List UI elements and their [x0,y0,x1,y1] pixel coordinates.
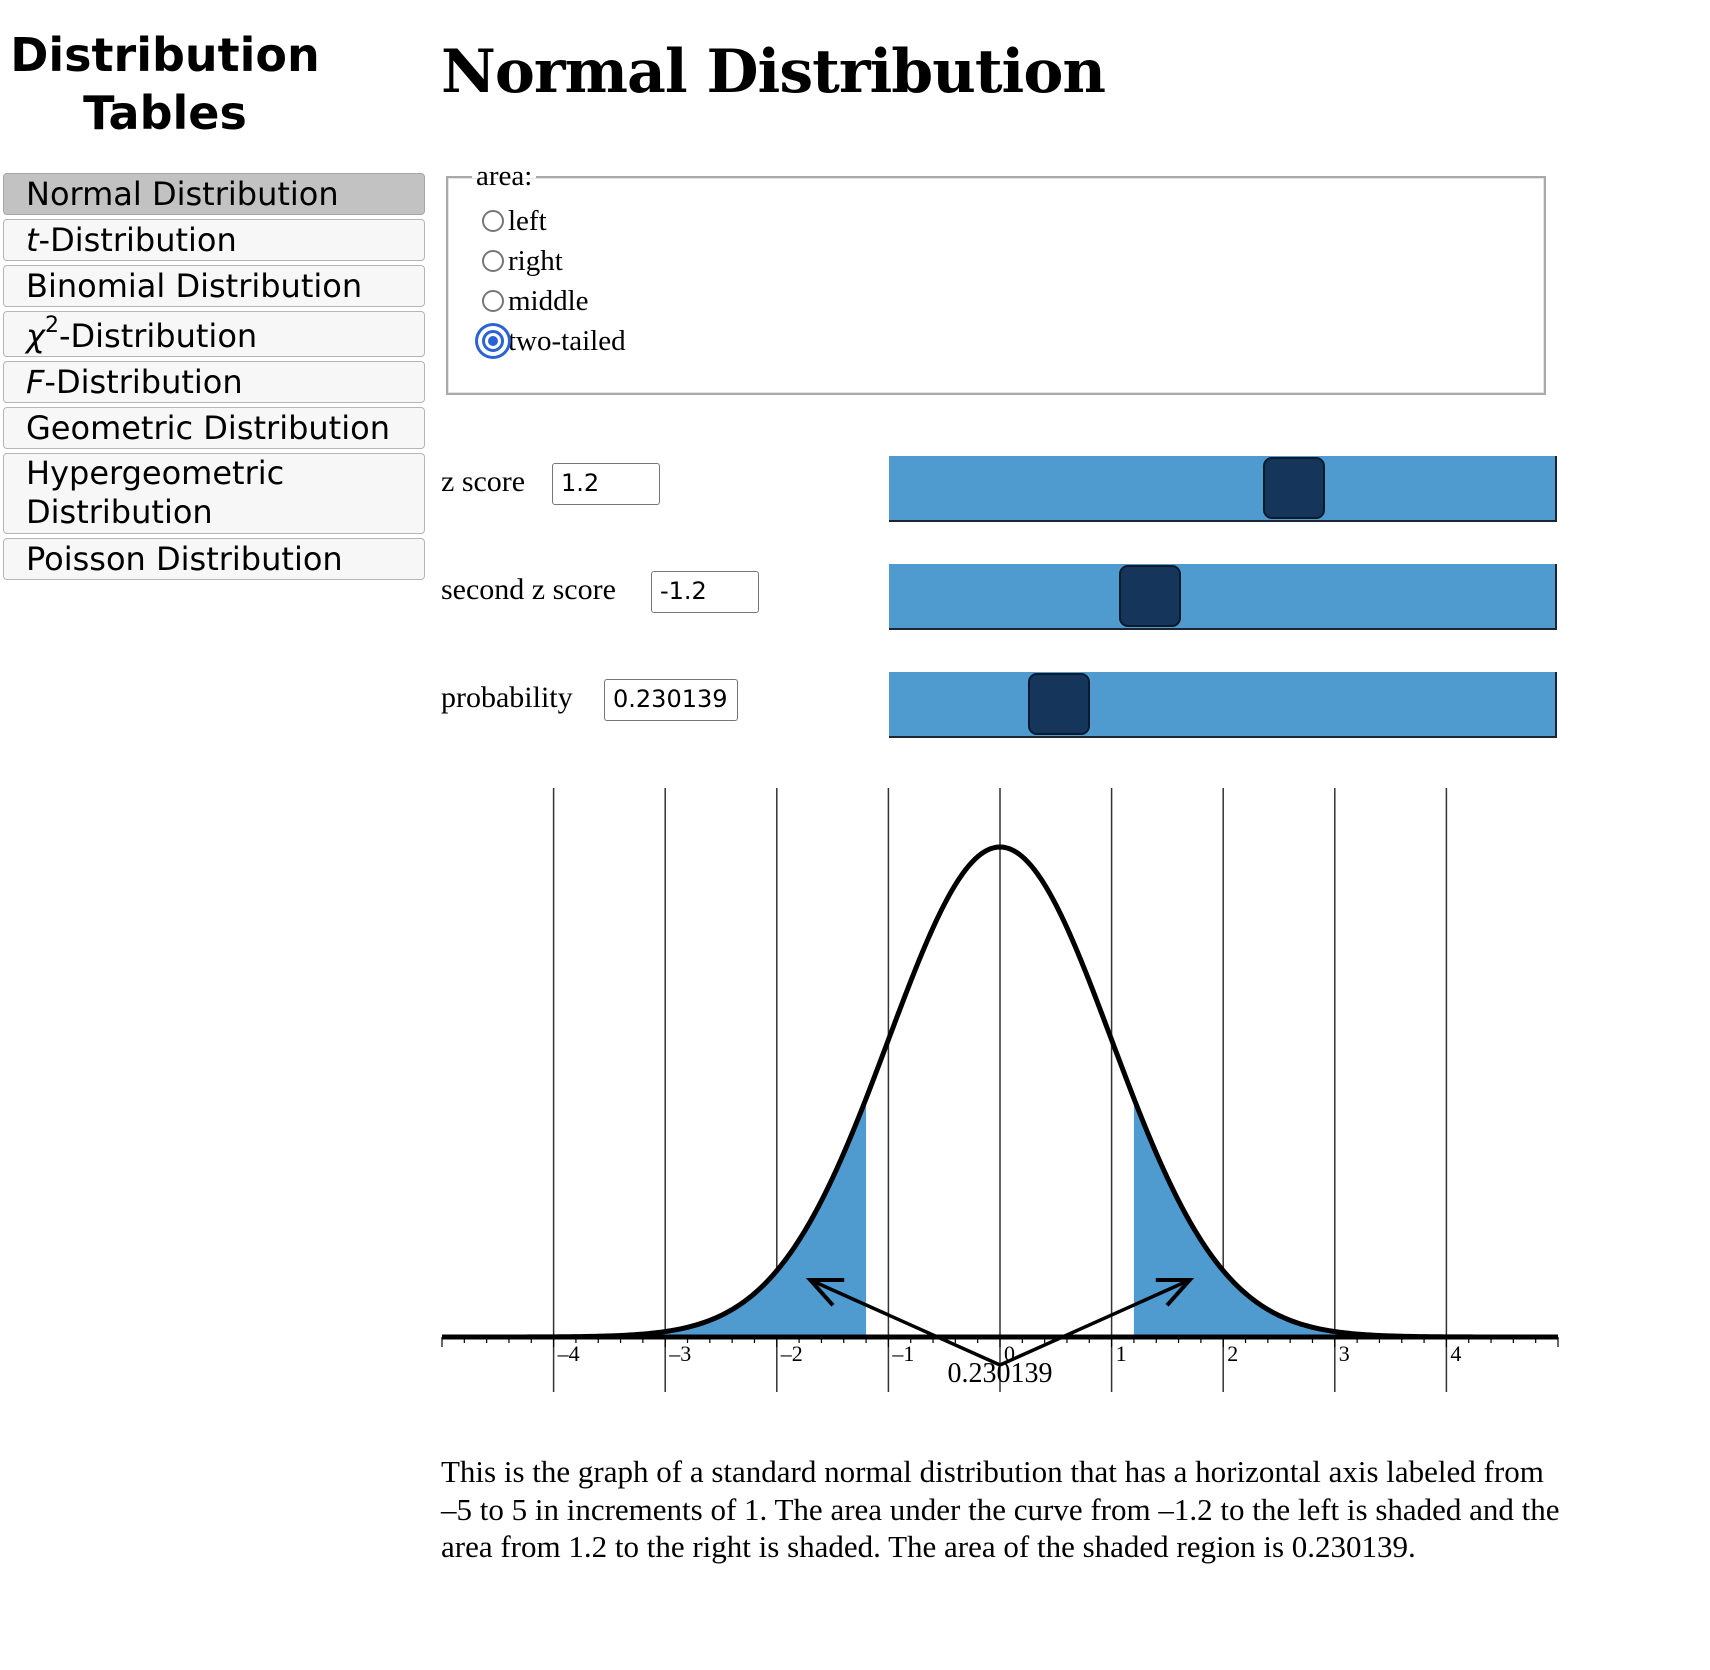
nav-item-prefix: t [26,221,39,259]
page-title: Normal Distribution [441,37,1106,107]
left-arrow-head [805,1277,845,1307]
right-arrow-shaft [999,1278,1191,1367]
sidebar-title-line1: Distribution [10,28,320,82]
right-tail-shade [1133,1098,1558,1337]
axis-labels: –4 –3 –2 –1 0 1 2 3 4 0.230139 [557,1341,1462,1389]
radio-option-middle[interactable]: middle [482,281,1544,321]
nav-item-label-line1: Hypergeometric [26,454,285,492]
graph-description: This is the graph of a standard normal d… [441,1454,1560,1564]
z-score-label: z score [441,465,526,498]
right-arrow-head [1155,1277,1195,1307]
radio-button-right[interactable] [482,250,504,272]
probability-slider[interactable] [889,672,1557,738]
radio-label-left: left [508,204,547,237]
nav-item-label: -Distribution [38,221,237,259]
nav-item-t-distribution[interactable]: t-Distribution [3,219,425,261]
nav-item-label: Poisson Distribution [26,540,343,578]
area-legend: area: [476,160,533,192]
probability-label: probability [441,681,573,714]
radio-label-right: right [508,244,563,277]
probability-arrows [805,1277,1195,1367]
probability-value-label: 0.230139 [948,1358,1053,1389]
nav-item-superscript: 2 [44,313,59,339]
nav-item-hypergeometric-distribution[interactable]: Hypergeometric Distribution [3,453,425,534]
nav-item-label: Binomial Distribution [26,267,363,305]
x-tick-label: 1 [1116,1341,1127,1366]
nav-item-f-distribution[interactable]: F-Distribution [3,361,425,403]
radio-option-left[interactable]: left [482,201,1544,241]
x-tick-label: –3 [668,1341,691,1366]
nav-item-label: -Distribution [44,363,243,401]
x-tick-label: –2 [780,1341,803,1366]
nav-item-geometric-distribution[interactable]: Geometric Distribution [3,407,425,449]
radio-button-middle[interactable] [482,290,504,312]
radio-option-two-tailed[interactable]: two-tailed [482,321,1544,361]
second-z-score-input[interactable]: -1.2 [651,571,759,613]
sidebar-title: Distribution Tables [0,26,330,142]
nav-item-prefix: χ [26,317,45,355]
shaded-regions [442,1098,1558,1337]
nav-item-label-line2: Distribution [26,493,213,531]
x-tick-label: –1 [891,1341,914,1366]
x-tick-label: 4 [1450,1341,1461,1366]
sidebar-title-line2: Tables [83,86,247,140]
z-score-input[interactable]: 1.2 [552,463,660,505]
nav-item-normal-distribution[interactable]: Normal Distribution [3,173,425,215]
nav-item-prefix: F [26,363,45,401]
x-tick-label: 3 [1339,1341,1350,1366]
radio-label-two-tailed: two-tailed [508,324,626,357]
grid-lines [552,788,1448,1392]
left-tail-shade [442,1098,867,1337]
x-axis [441,1334,1559,1347]
x-tick-label: 0 [1004,1341,1015,1366]
z-score-slider-thumb[interactable] [1263,457,1325,519]
area-fieldset: area: left right middle two-tailed [446,160,1546,395]
nav-item-chi-square-distribution[interactable]: χ2-Distribution [3,311,425,357]
second-z-score-slider[interactable] [889,564,1557,630]
radio-button-two-tailed[interactable] [482,330,504,352]
left-arrow-shaft [809,1278,1001,1367]
x-tick-label: 2 [1227,1341,1238,1366]
nav-item-binomial-distribution[interactable]: Binomial Distribution [3,265,425,307]
second-z-score-slider-thumb[interactable] [1119,565,1181,627]
density-curve [442,844,1558,1340]
radio-label-middle: middle [508,284,589,317]
z-score-slider[interactable] [889,456,1557,522]
probability-slider-thumb[interactable] [1028,673,1090,735]
density-curve-line [442,844,1558,1340]
probability-input[interactable]: 0.230139 [604,679,738,721]
nav-item-label: Normal Distribution [26,175,339,213]
sidebar-nav: Normal Distribution t-Distribution Binom… [3,173,425,584]
radio-button-left[interactable] [482,210,504,232]
radio-option-right[interactable]: right [482,241,1544,281]
nav-item-label: Geometric Distribution [26,409,390,447]
x-tick-label: –4 [557,1341,580,1366]
nav-item-label: -Distribution [58,317,258,355]
second-z-score-label: second z score [441,573,616,606]
nav-item-poisson-distribution[interactable]: Poisson Distribution [3,538,425,580]
